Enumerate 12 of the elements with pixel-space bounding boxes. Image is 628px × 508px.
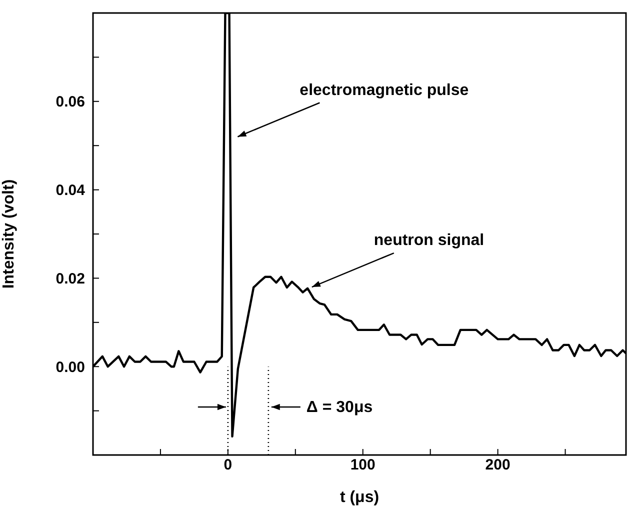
annotation: Δ = 30μs <box>306 399 373 416</box>
annotation: electromagnetic pulse <box>300 82 469 99</box>
y-tick-label: 0.06 <box>56 94 85 111</box>
x-tick-label: 100 <box>350 456 376 474</box>
y-tick-label: 0.02 <box>56 270 85 288</box>
y-tick-label: 0.00 <box>56 358 85 376</box>
x-tick-label: 200 <box>485 456 510 474</box>
y-tick-label: 0.04 <box>56 182 86 200</box>
x-axis-title: t (μs) <box>340 489 380 506</box>
y-axis-title: Intensity (volt) <box>0 179 18 289</box>
x-tick-label: 0 <box>224 456 232 474</box>
annotation: neutron signal <box>374 232 484 250</box>
